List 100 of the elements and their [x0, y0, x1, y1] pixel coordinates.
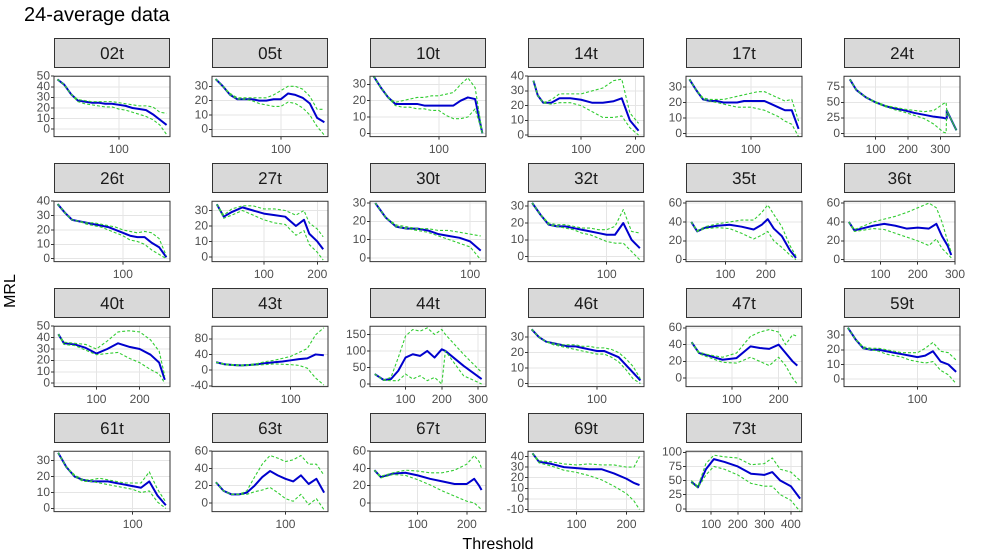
x-tick-label: 100	[280, 392, 302, 406]
y-tick-label: 10	[352, 232, 366, 246]
y-tick-label: 20	[194, 218, 208, 232]
y-tick-label: 10	[194, 234, 208, 248]
y-tick-label: 60	[826, 195, 840, 210]
y-tick-label: 40	[36, 194, 50, 208]
y-tick-label: 0	[833, 252, 840, 266]
chart-title: 14t	[528, 38, 644, 68]
y-tick-label: 60	[668, 195, 682, 210]
y-tick-label: 0	[359, 250, 366, 264]
y-tick-label: 0	[675, 126, 682, 140]
x-tick-label: 100	[428, 142, 450, 156]
y-tick-label: 30	[510, 198, 524, 213]
y-tick-label: 10	[510, 232, 524, 246]
y-tick-label: 20	[668, 233, 682, 248]
y-tick-label: -40	[190, 378, 208, 392]
y-tick-label: 40	[194, 346, 208, 361]
x-tick-label: 100	[566, 517, 587, 532]
y-tick-label: 20	[510, 344, 524, 359]
y-tick-label: 10	[510, 360, 524, 374]
chart-title: 69t	[528, 413, 644, 443]
x-tick-label: 200	[728, 517, 748, 532]
y-tick-label: 0	[359, 495, 366, 510]
chart-title: 43t	[212, 288, 328, 318]
y-tick-label: 30	[510, 83, 524, 98]
y-tick-label: 0	[833, 372, 840, 386]
chart-title: 63t	[212, 413, 328, 443]
y-tick-label: 20	[826, 342, 840, 356]
y-tick-label: 30	[668, 79, 682, 94]
chart-title: 61t	[54, 413, 170, 443]
x-tick-label: 100	[108, 142, 130, 156]
y-tick-label: 60	[194, 444, 208, 458]
y-tick-label: 0	[359, 126, 366, 140]
y-tick-label: 30	[36, 341, 50, 356]
x-tick-label: 100	[701, 517, 722, 532]
y-tick-label: 40	[352, 460, 366, 475]
text: MRL	[2, 274, 20, 308]
chart-title: 26t	[54, 163, 170, 193]
y-tick-label: 0	[517, 376, 524, 390]
x-tick-label: 100	[112, 267, 134, 282]
y-tick-label: 20	[36, 352, 50, 367]
chart-title: 67t	[370, 413, 486, 443]
y-tick-label: 100	[346, 343, 366, 358]
y-tick-label: 25	[668, 486, 682, 501]
y-tick-label: 20	[194, 92, 208, 107]
x-tick-label: 300	[930, 142, 951, 156]
y-tick-label: 0	[359, 376, 366, 390]
y-tick-label: 10	[36, 236, 50, 251]
chart-title: 05t	[212, 38, 328, 68]
y-tick-label: 0	[43, 500, 50, 515]
chart-title: 17t	[686, 38, 802, 68]
x-tick-label: 100	[866, 142, 886, 156]
y-tick-label: 0	[833, 126, 840, 140]
chart-title: 46t	[528, 288, 644, 318]
y-tick-label: 20	[510, 98, 524, 112]
y-tick-label: 20	[36, 468, 50, 483]
x-tick-label: 100	[907, 392, 928, 406]
y-tick-label: 100	[662, 444, 682, 459]
x-tick-label: 300	[468, 392, 488, 406]
x-tick-label: 200	[456, 517, 478, 532]
y-tick-label: 40	[510, 68, 524, 83]
y-tick-label: 10	[194, 107, 208, 122]
x-tick-label: 100	[870, 267, 891, 282]
y-tick-label: 50	[352, 360, 366, 374]
y-tick-label: 0	[201, 122, 208, 136]
y-tick-label: 30	[352, 76, 366, 91]
x-tick-label: 100	[460, 267, 481, 282]
y-tick-label: 60	[352, 444, 366, 458]
chart-title: 10t	[370, 38, 486, 68]
y-tick-label: 0	[43, 251, 50, 266]
x-tick-label: 100	[275, 517, 296, 532]
chart-title: 59t	[844, 288, 960, 318]
x-tick-label: 100	[396, 392, 416, 406]
y-tick-label: 0	[201, 362, 208, 376]
y-tick-label: 40	[194, 460, 208, 475]
y-tick-label: 30	[510, 329, 524, 344]
x-tick-label: 200	[625, 142, 646, 156]
y-tick-label: 0	[201, 495, 208, 510]
y-tick-label: 10	[668, 110, 682, 124]
y-tick-label: 10	[36, 484, 50, 499]
x-tick-label: 400	[780, 517, 802, 532]
y-tick-label: 10	[510, 112, 524, 127]
y-tick-label: 0	[675, 501, 682, 516]
y-tick-label: 0	[517, 248, 524, 263]
chart-title: 30t	[370, 163, 486, 193]
x-tick-label: 200	[898, 142, 918, 156]
chart-title: 40t	[54, 288, 170, 318]
y-tick-label: 10	[352, 109, 366, 124]
y-tick-label: 10	[826, 356, 840, 371]
x-tick-label: 100	[122, 517, 144, 532]
y-tick-label: 150	[346, 326, 366, 341]
y-tick-label: 75	[826, 79, 840, 94]
x-tick-label: 100	[86, 392, 107, 406]
chart-title: 44t	[370, 288, 486, 318]
x-tick-label: 100	[586, 392, 608, 406]
y-tick-label: 60	[668, 320, 682, 334]
y-tick-label: 40	[668, 214, 682, 228]
y-tick-label: 0	[201, 249, 208, 264]
x-tick-label: 200	[768, 392, 789, 406]
chart-title: 27t	[212, 163, 328, 193]
